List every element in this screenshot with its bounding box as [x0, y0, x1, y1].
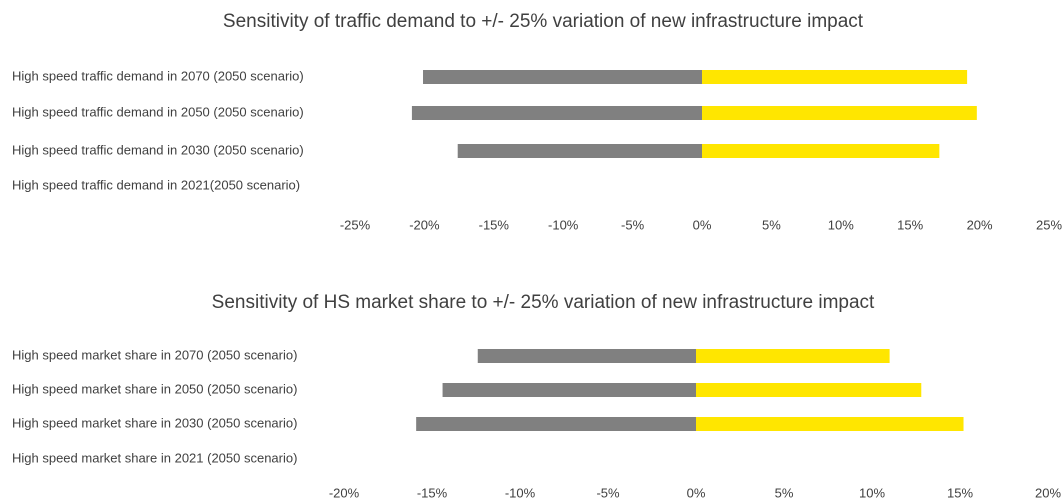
- x-tick-label: 20%: [1035, 485, 1061, 500]
- bar: [423, 70, 702, 84]
- bar: [477, 349, 696, 363]
- category-label: High speed traffic demand in 2050 (2050 …: [12, 104, 304, 119]
- x-tick-label: 20%: [967, 217, 993, 232]
- x-tick-label: 10%: [859, 485, 885, 500]
- bar: [442, 383, 696, 397]
- bar: [702, 144, 940, 158]
- bar: [696, 349, 890, 363]
- x-tick-label: -20%: [409, 217, 440, 232]
- bar: [696, 383, 922, 397]
- chart-title: Sensitivity of traffic demand to +/- 25%…: [223, 11, 864, 32]
- x-tick-label: -15%: [479, 217, 510, 232]
- x-tick-label: -5%: [596, 485, 620, 500]
- x-tick-label: 0%: [687, 485, 706, 500]
- x-tick-label: 0%: [693, 217, 712, 232]
- category-label: High speed traffic demand in 2070 (2050 …: [12, 68, 304, 83]
- x-tick-label: -5%: [621, 217, 645, 232]
- bar: [457, 144, 702, 158]
- x-tick-label: 25%: [1036, 217, 1062, 232]
- x-tick-label: -10%: [548, 217, 579, 232]
- x-tick-label: 15%: [947, 485, 973, 500]
- category-label: High speed traffic demand in 2021(2050 s…: [12, 177, 300, 192]
- chart-title: Sensitivity of HS market share to +/- 25…: [212, 292, 875, 313]
- x-tick-label: -20%: [329, 485, 360, 500]
- x-tick-label: 10%: [828, 217, 854, 232]
- category-label: High speed traffic demand in 2030 (2050 …: [12, 142, 304, 157]
- bar: [702, 106, 977, 120]
- bar: [696, 417, 964, 431]
- category-label: High speed market share in 2070 (2050 sc…: [12, 347, 297, 362]
- category-label: High speed market share in 2030 (2050 sc…: [12, 415, 297, 430]
- bar: [411, 106, 702, 120]
- x-tick-label: 5%: [762, 217, 781, 232]
- bar: [702, 70, 968, 84]
- category-label: High speed market share in 2021 (2050 sc…: [12, 450, 297, 465]
- bar: [416, 417, 696, 431]
- x-tick-label: 5%: [775, 485, 794, 500]
- x-tick-label: 15%: [897, 217, 923, 232]
- x-tick-label: -15%: [417, 485, 448, 500]
- x-tick-label: -25%: [340, 217, 371, 232]
- category-label: High speed market share in 2050 (2050 sc…: [12, 381, 297, 396]
- x-tick-label: -10%: [505, 485, 536, 500]
